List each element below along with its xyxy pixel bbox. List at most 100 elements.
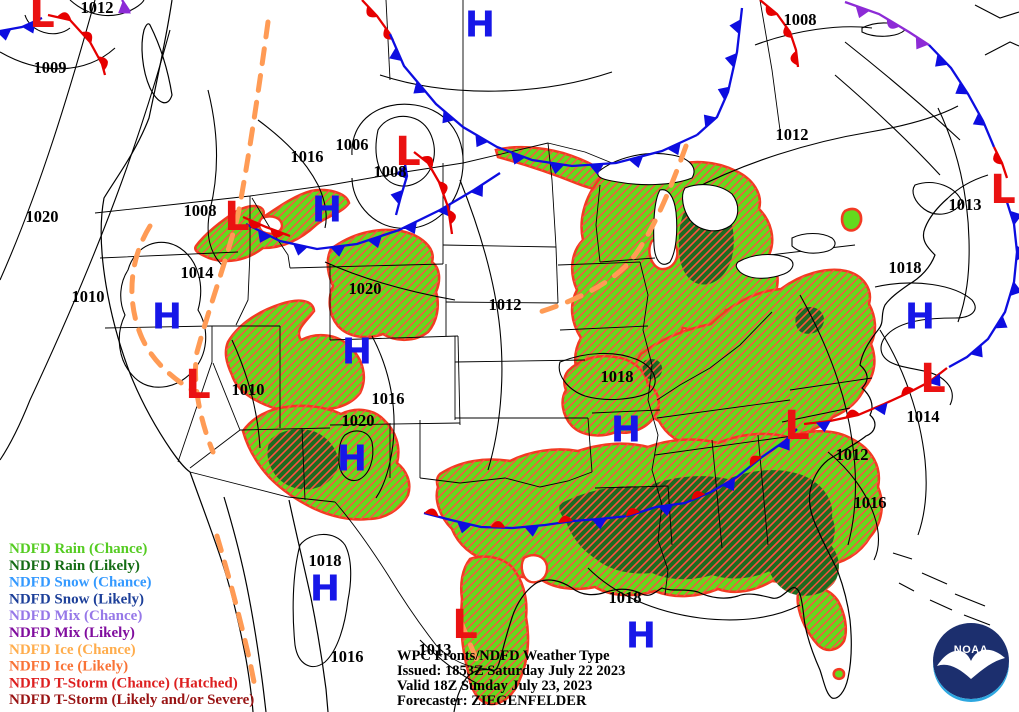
cold-front-triangle-icon <box>972 112 986 126</box>
pressure-label: 1006 <box>336 135 369 154</box>
isobar-line <box>207 89 226 269</box>
warm-front-semicircle-icon <box>993 151 1003 165</box>
pressure-label: 1012 <box>489 295 522 314</box>
isobar-line <box>24 14 71 35</box>
front-stationary <box>423 428 798 537</box>
state-border <box>557 261 641 266</box>
front-cold <box>696 7 744 136</box>
low-pressure-center: L <box>224 194 250 240</box>
warm-front-semicircle-icon <box>448 209 456 225</box>
low-pressure-center: L <box>185 362 211 408</box>
coastline <box>100 0 191 473</box>
isobar-line <box>324 261 456 301</box>
trough-line <box>214 533 259 695</box>
pressure-label: 1016 <box>854 493 887 512</box>
state-border <box>555 246 559 304</box>
cold-front-triangle-icon <box>955 81 969 95</box>
pressure-label: 1016 <box>331 647 364 666</box>
legend-item: NDFD Rain (Likely) <box>9 558 140 574</box>
high-pressure-center: H <box>626 616 656 657</box>
pressure-label: 1018 <box>889 258 922 277</box>
state-border <box>177 326 213 463</box>
warm-front-semicircle-icon <box>625 507 641 517</box>
cold-front-triangle-icon <box>970 344 983 358</box>
cold-front-triangle-icon <box>413 80 427 94</box>
front-line <box>928 44 996 148</box>
cold-front-triangle-icon <box>524 525 540 537</box>
front-line <box>47 13 107 76</box>
state-border <box>781 407 851 423</box>
pressure-label: 1014 <box>181 263 214 282</box>
state-border <box>189 471 336 503</box>
pressure-label: 1008 <box>784 10 817 29</box>
pressure-label: 1014 <box>907 407 940 426</box>
isobar-line <box>292 533 352 667</box>
cold-front-triangle-icon <box>549 162 565 175</box>
cold-front-triangle-icon <box>470 184 484 197</box>
warm-front-semicircle-icon <box>886 18 900 29</box>
state-border <box>385 0 391 81</box>
trough-line <box>129 223 201 397</box>
tstorm-hatch-overlay <box>642 359 663 380</box>
island-coast <box>844 41 961 141</box>
front-cold <box>390 157 409 216</box>
cold-front-triangle-icon <box>915 36 929 50</box>
warm-front-semicircle-icon <box>438 181 448 196</box>
isobar-line <box>827 451 880 561</box>
legend-item: NDFD Rain (Chance) <box>9 541 147 557</box>
tstorm-hatch-overlay <box>559 470 835 580</box>
isobar-line <box>118 241 207 388</box>
warm-front-semicircle-icon <box>749 455 762 467</box>
pressure-value-labels: 1012 1009 1020 1010 1014 1008 1016 1006 1008 1020… <box>26 0 982 666</box>
state-border <box>99 251 239 259</box>
state-border <box>189 429 241 469</box>
coastline <box>141 23 173 104</box>
island-coast <box>834 74 941 176</box>
front-warm <box>413 151 456 235</box>
valid-time: Valid 18Z Sunday July 23, 2023 <box>397 678 592 694</box>
warm-front-semicircle-icon <box>270 228 285 238</box>
island-coast <box>912 182 963 215</box>
pressure-label: 1013 <box>949 195 982 214</box>
pressure-label: 1013 <box>419 640 452 659</box>
low-pressure-center: L <box>29 0 55 37</box>
warm-front-semicircle-icon <box>81 31 93 44</box>
isobar-line <box>558 352 656 400</box>
island-coast <box>921 572 948 585</box>
state-border <box>547 142 613 164</box>
island-coast <box>892 552 913 560</box>
cold-front-triangle-icon <box>475 134 489 148</box>
low-pressure-center: L <box>920 356 946 402</box>
cold-front-triangle-icon <box>658 504 674 517</box>
tstorm-hatch-overlay <box>225 300 364 412</box>
warm-front-semicircle-icon <box>490 521 506 528</box>
cold-front-triangle-icon <box>591 518 607 530</box>
state-border <box>594 485 669 489</box>
cold-front-triangle-icon <box>390 189 403 205</box>
lake <box>791 232 836 254</box>
isobar-line <box>69 0 145 17</box>
ndfd-legend: NDFD Rain (Chance)NDFD Rain (Likely) NDFD… <box>9 541 254 708</box>
high-pressure-center: H <box>905 297 935 338</box>
trough-line <box>457 617 483 671</box>
front-warm <box>242 215 291 238</box>
legend-item: NDFD Snow (Likely) <box>9 591 144 607</box>
pressure-label: 1018 <box>309 551 342 570</box>
legend-item: NDFD T-Storm (Likely and/or Severe) <box>9 692 254 708</box>
island-coast <box>984 41 1019 56</box>
island-coast <box>929 599 953 611</box>
island-coast <box>963 614 991 626</box>
pressure-label: 1020 <box>26 207 59 226</box>
cold-front-triangle-icon <box>457 521 472 534</box>
state-border <box>239 427 331 431</box>
state-border <box>334 501 488 670</box>
isobar-line <box>687 105 959 193</box>
high-pressure-center: H <box>465 5 495 46</box>
isobar-line <box>371 335 395 499</box>
lake <box>735 253 794 279</box>
cold-front-triangle-icon <box>257 229 272 243</box>
state-border <box>442 244 557 248</box>
legend-item: NDFD Ice (Likely) <box>9 659 128 675</box>
